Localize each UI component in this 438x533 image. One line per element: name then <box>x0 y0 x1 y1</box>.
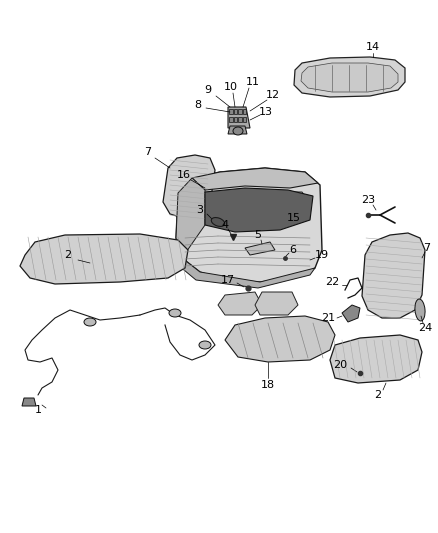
Text: 1: 1 <box>35 405 42 415</box>
Polygon shape <box>178 258 315 288</box>
Ellipse shape <box>169 309 181 317</box>
Text: 9: 9 <box>205 85 212 95</box>
Text: 11: 11 <box>246 77 260 87</box>
Polygon shape <box>233 109 237 114</box>
Text: 2: 2 <box>64 250 71 260</box>
Polygon shape <box>228 126 247 134</box>
Text: 16: 16 <box>177 170 191 180</box>
Ellipse shape <box>84 318 96 326</box>
Polygon shape <box>225 316 335 362</box>
Text: 6: 6 <box>290 245 297 255</box>
Text: 20: 20 <box>333 360 347 370</box>
Ellipse shape <box>199 341 211 349</box>
Polygon shape <box>228 107 250 128</box>
Text: 15: 15 <box>287 213 301 223</box>
Polygon shape <box>20 234 188 284</box>
Polygon shape <box>243 117 246 122</box>
Polygon shape <box>245 242 275 255</box>
Polygon shape <box>229 117 233 122</box>
Polygon shape <box>176 168 322 282</box>
Ellipse shape <box>211 217 225 227</box>
Text: 3: 3 <box>197 205 204 215</box>
Text: 5: 5 <box>254 230 261 240</box>
Text: 13: 13 <box>259 107 273 117</box>
Polygon shape <box>272 192 308 208</box>
Text: 7: 7 <box>424 243 431 253</box>
Text: 21: 21 <box>321 313 335 323</box>
Polygon shape <box>176 178 205 258</box>
Text: 10: 10 <box>224 82 238 92</box>
Polygon shape <box>243 109 246 114</box>
Text: 18: 18 <box>261 380 275 390</box>
Polygon shape <box>330 335 422 383</box>
Polygon shape <box>163 155 215 218</box>
Polygon shape <box>205 188 313 232</box>
Polygon shape <box>294 57 405 97</box>
Polygon shape <box>22 398 36 406</box>
Text: 8: 8 <box>194 100 201 110</box>
Text: 14: 14 <box>366 42 380 52</box>
Text: 22: 22 <box>325 277 339 287</box>
Polygon shape <box>255 292 298 315</box>
Text: 23: 23 <box>361 195 375 205</box>
Polygon shape <box>229 109 233 114</box>
Polygon shape <box>238 109 241 114</box>
Text: 24: 24 <box>418 323 432 333</box>
Polygon shape <box>342 305 360 322</box>
Text: 7: 7 <box>145 147 152 157</box>
Polygon shape <box>301 63 398 92</box>
Text: 19: 19 <box>315 250 329 260</box>
Polygon shape <box>362 233 425 318</box>
Text: 4: 4 <box>222 220 229 230</box>
Polygon shape <box>233 117 237 122</box>
Text: 17: 17 <box>221 275 235 285</box>
Ellipse shape <box>415 299 425 321</box>
Polygon shape <box>238 117 241 122</box>
Polygon shape <box>218 292 262 315</box>
Text: 2: 2 <box>374 390 381 400</box>
Ellipse shape <box>233 127 243 135</box>
Polygon shape <box>192 168 318 190</box>
Text: 12: 12 <box>266 90 280 100</box>
